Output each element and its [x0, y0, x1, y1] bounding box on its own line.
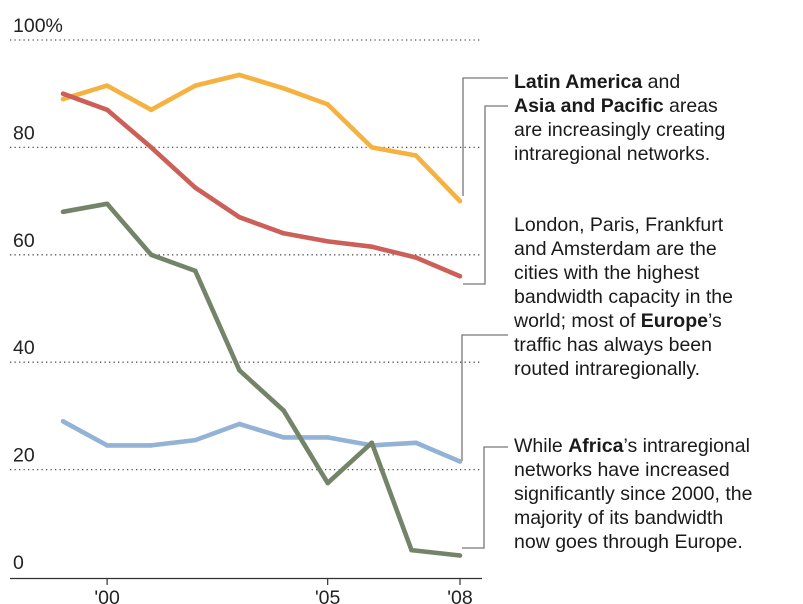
x-tick-label: '00	[94, 587, 120, 604]
data-point-latin-america	[413, 153, 419, 158]
annotation-text: ’s intraregional	[623, 435, 750, 457]
data-point-africa	[325, 480, 330, 486]
data-point-europe	[60, 418, 66, 424]
data-point-asia-and-pacific	[413, 255, 419, 260]
annotation-text: are increasingly creating	[514, 119, 726, 141]
data-point-europe	[104, 443, 110, 448]
data-point-europe	[457, 459, 463, 464]
data-point-africa	[281, 408, 286, 413]
annotation-text: majority of its bandwidth	[514, 507, 724, 529]
annotation-leader-lines	[461, 77, 508, 549]
data-point-africa	[409, 547, 414, 553]
data-point-asia-and-pacific	[457, 273, 463, 279]
y-tick-label: 60	[13, 230, 35, 252]
data-point-asia-and-pacific	[104, 107, 110, 113]
annotation-text: and	[642, 71, 681, 93]
annotation-text: routed intraregionally.	[514, 358, 701, 380]
y-tick-label: 80	[13, 122, 35, 144]
y-tick-label: 0	[13, 552, 24, 574]
leader-asia-pacific	[463, 105, 508, 285]
annotation-text: traffic has always been	[514, 334, 712, 356]
annotation-latin-america-asia-pacific: Latin America and Asia and Pacific areas…	[514, 70, 799, 166]
annotation-text: networks have increased	[514, 459, 730, 481]
data-point-latin-america	[237, 72, 242, 78]
annotation-africa: While Africa’s intraregional networks hav…	[514, 434, 803, 554]
leader-latin-america	[462, 77, 508, 196]
annotation-text: ’s	[707, 310, 722, 332]
data-point-asia-and-pacific	[325, 239, 330, 244]
x-axis: '00 '05 '08	[10, 577, 482, 604]
data-point-africa	[193, 268, 198, 274]
data-point-latin-america	[325, 102, 330, 107]
series-line-europe	[61, 419, 461, 464]
data-point-europe	[325, 435, 330, 440]
data-point-latin-america	[193, 83, 198, 88]
data-point-asia-and-pacific	[193, 185, 198, 190]
annotation-text: now goes through Europe.	[514, 531, 743, 553]
data-point-asia-and-pacific	[60, 91, 66, 96]
data-point-asia-and-pacific	[237, 214, 242, 220]
annotation-text: London, Paris, Frankfurt	[514, 214, 724, 236]
annotation-europe: London, Paris, Frankfurt and Amsterdam ar…	[514, 213, 799, 381]
annotation-text: cities with the highest	[514, 262, 700, 284]
y-tick-label: 40	[13, 337, 35, 359]
y-tick-label: 20	[13, 445, 35, 467]
x-tick-label: '05	[315, 587, 341, 604]
series-line-asia-and-pacific	[62, 91, 461, 279]
data-point-latin-america	[369, 145, 375, 150]
data-point-africa	[457, 553, 463, 558]
annotation-series-name: Europe	[640, 310, 708, 332]
data-point-africa	[104, 201, 110, 207]
annotation-series-name: Asia and Pacific	[514, 95, 664, 117]
y-tick-label: 100%	[13, 15, 63, 37]
annotation-text: and Amsterdam are the	[514, 238, 717, 260]
annotation-text: significantly since 2000, the	[514, 483, 753, 505]
series-line-latin-america	[62, 72, 462, 203]
data-point-asia-and-pacific	[281, 231, 286, 236]
data-point-europe	[413, 440, 419, 446]
data-point-asia-and-pacific	[148, 145, 154, 150]
data-point-latin-america	[60, 96, 66, 102]
series-line-africa	[62, 201, 461, 558]
data-point-europe	[237, 421, 242, 427]
annotation-text: world; most of	[514, 310, 641, 332]
y-axis-tick-labels: 100% 80 60 40 20 0	[13, 15, 63, 574]
leader-europe	[461, 334, 508, 461]
data-point-latin-america	[148, 107, 154, 113]
annotation-text: areas	[663, 95, 718, 117]
x-tick-label: '08	[447, 587, 472, 604]
data-point-europe	[281, 435, 286, 440]
data-point-latin-america	[104, 83, 110, 88]
data-point-africa	[237, 367, 242, 373]
data-point-latin-america	[281, 86, 286, 91]
annotation-text: While	[514, 435, 569, 457]
data-point-latin-america	[457, 198, 463, 204]
annotation-text: intraregional networks.	[514, 143, 711, 165]
data-point-asia-and-pacific	[369, 244, 375, 250]
data-point-europe	[148, 443, 154, 448]
leader-africa	[462, 446, 508, 549]
data-point-europe	[193, 437, 198, 443]
data-point-africa	[369, 440, 375, 446]
data-point-africa	[148, 252, 154, 258]
series-lines	[60, 72, 463, 558]
data-point-africa	[60, 209, 66, 215]
annotation-text: bandwidth capacity in the	[514, 286, 733, 308]
annotation-series-name: Africa	[568, 435, 624, 457]
annotation-series-name: Latin America	[514, 71, 643, 93]
